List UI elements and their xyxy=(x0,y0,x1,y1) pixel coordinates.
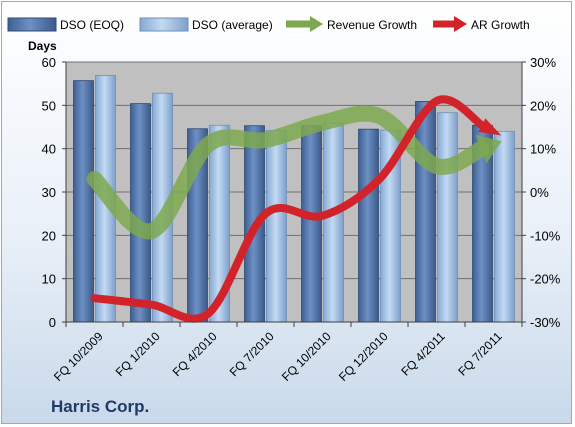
x-tick-label: FQ 7/2010 xyxy=(227,329,277,379)
legend-swatch-dso-eoq xyxy=(7,17,57,32)
legend-label-dso-average: DSO (average) xyxy=(192,18,273,32)
legend-item-revenue-growth: Revenue Growth xyxy=(286,16,417,32)
bar-dso-average xyxy=(266,130,287,323)
company-name: Harris Corp. xyxy=(51,397,150,416)
legend-arrowhead-revenue-growth xyxy=(310,16,323,32)
y-tick-label: 50 xyxy=(42,98,56,113)
growth-lines xyxy=(86,95,502,323)
y2-tick-label: 10% xyxy=(530,142,556,157)
y-tick-label: 30 xyxy=(42,185,56,200)
bar-dso-average xyxy=(494,130,515,323)
bar-dso-eoq xyxy=(415,101,436,323)
y2-tick-label: -10% xyxy=(530,228,561,243)
x-tick-label: FQ 10/2009 xyxy=(51,329,106,384)
legend-arrowhead-ar-growth xyxy=(454,16,467,32)
ar-growth-line xyxy=(90,95,486,323)
y-axis-label: Days xyxy=(28,39,57,53)
legend-item-dso-average: DSO (average) xyxy=(139,17,273,32)
y2-tick-label: -20% xyxy=(530,272,561,287)
ar-growth-arrowhead xyxy=(478,118,502,136)
legend-item-ar-growth: AR Growth xyxy=(433,16,530,32)
bar-dso-eoq xyxy=(73,80,94,323)
legend-item-dso-eoq: DSO (EOQ) xyxy=(7,17,124,32)
legend-swatch-dso-average xyxy=(139,17,189,32)
bar-dso-eoq xyxy=(301,125,322,323)
legend-label-dso-eoq: DSO (EOQ) xyxy=(60,18,124,32)
legend-label-ar-growth: AR Growth xyxy=(471,18,530,32)
x-tick-label: FQ 10/2010 xyxy=(279,329,334,384)
bar-dso-average xyxy=(437,112,458,323)
bar-dso-eoq xyxy=(358,128,379,323)
y-tick-label: 10 xyxy=(42,272,56,287)
y-tick-label: 60 xyxy=(42,55,56,70)
revenue-growth-line xyxy=(86,105,490,240)
x-tick-label: FQ 7/2011 xyxy=(455,329,505,379)
legend: DSO (EOQ) DSO (average) Revenue Growth A… xyxy=(7,16,530,32)
y2-tick-label: -30% xyxy=(530,315,561,330)
x-tick-label: FQ 12/2010 xyxy=(336,329,391,384)
x-tick-label: FQ 1/2010 xyxy=(113,329,163,379)
x-tick-label: FQ 4/2011 xyxy=(398,329,448,379)
legend-label-revenue-growth: Revenue Growth xyxy=(327,18,417,32)
bar-dso-average xyxy=(323,122,344,323)
y2-tick-label: 20% xyxy=(530,98,556,113)
y2-tick-label: 30% xyxy=(530,55,556,70)
y-tick-label: 40 xyxy=(42,142,56,157)
bar-dso-eoq xyxy=(130,103,151,323)
y2-tick-label: 0% xyxy=(530,185,549,200)
revenue-growth-arrowhead xyxy=(475,134,502,164)
y-tick-label: 0 xyxy=(49,315,56,330)
y-tick-label: 20 xyxy=(42,228,56,243)
x-tick-label: FQ 4/2010 xyxy=(170,329,220,379)
